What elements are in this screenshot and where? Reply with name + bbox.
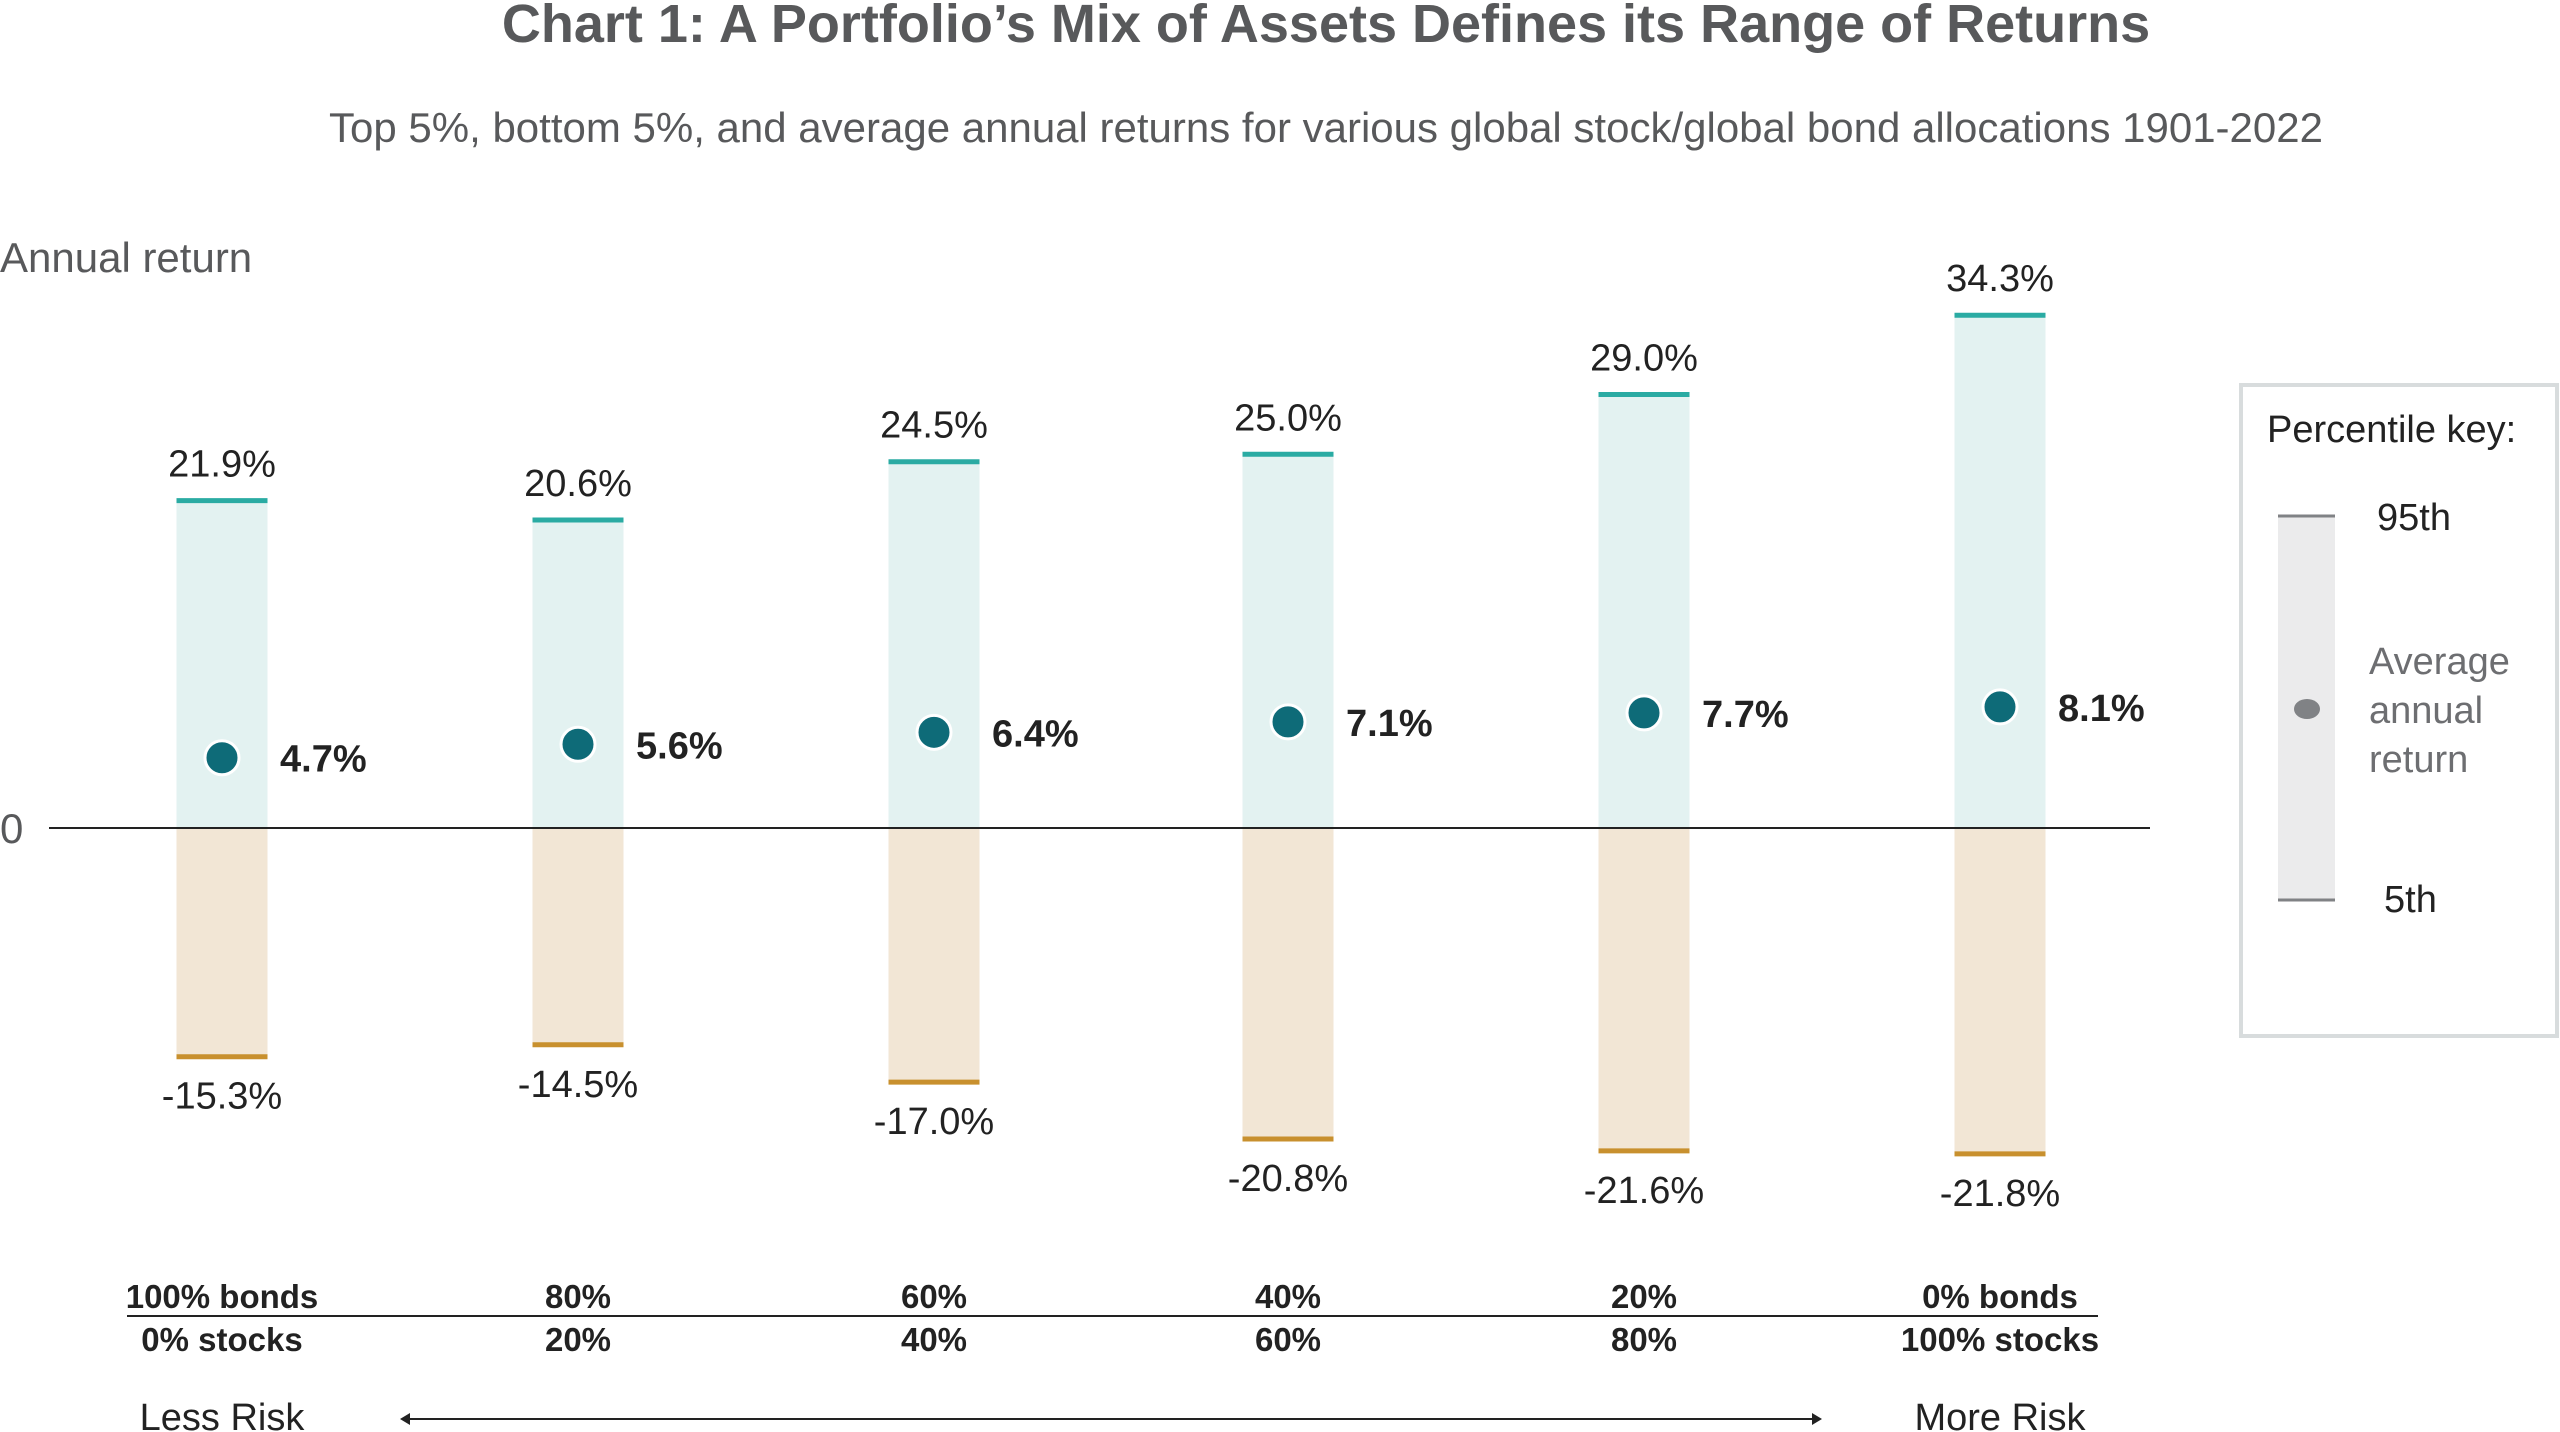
negative-range-bar [888,828,980,1083]
average-value-label: 7.7% [1702,694,1789,736]
top-value-label: 25.0% [1234,397,1342,439]
category-stocks-label: 60% [1255,1321,1321,1358]
positive-range-bar [1598,394,1690,828]
risk-arrow [400,1413,1822,1425]
bottom-value-label: -15.3% [162,1076,282,1118]
more-risk-label: More Risk [1914,1397,2086,1432]
bar-group-2: 24.5% -17.0% 6.4% [874,405,1079,1143]
y-axis-label: Annual return [0,234,252,281]
negative-range-bar [1954,828,2046,1154]
top-value-label: 20.6% [524,463,632,505]
negative-range-bar [532,828,624,1045]
category-bonds-label: 20% [1611,1278,1677,1315]
zero-label: 0 [0,805,23,852]
bar-group-1: 20.6% -14.5% 5.6% [518,463,723,1106]
less-risk-label: Less Risk [140,1397,306,1432]
category-bonds-label: 40% [1255,1278,1321,1315]
legend-5th: 5th [2384,879,2437,921]
chart-subtitle: Top 5%, bottom 5%, and average annual re… [329,104,2323,151]
average-dot [915,713,953,751]
legend-avg-1: Average [2369,641,2510,683]
category-bonds-label: 100% bonds [126,1278,319,1315]
positive-range-bar [888,461,980,828]
negative-range-bar [1598,828,1690,1151]
negative-range-bar [176,828,268,1057]
positive-range-bar [532,520,624,828]
category-bonds-label: 0% bonds [1922,1278,2078,1315]
average-value-label: 8.1% [2058,688,2145,730]
legend-95th: 95th [2377,497,2451,539]
category-bonds-label: 80% [545,1278,611,1315]
positive-range-bar [1242,454,1334,828]
positive-range-bar [176,500,268,828]
legend-avg-3: return [2369,739,2468,781]
legend: Percentile key: 95th Average annual retu… [2239,383,2559,1038]
top-value-label: 24.5% [880,405,988,447]
average-value-label: 7.1% [1346,703,1433,745]
average-dot [203,739,241,777]
negative-range-bar [1242,828,1334,1139]
top-value-label: 34.3% [1946,258,2054,300]
average-dot [559,725,597,763]
bar-group-4: 29.0% -21.6% 7.7% [1584,337,1789,1211]
category-stocks-label: 20% [545,1321,611,1358]
bars: 21.9% -15.3% 4.7% 20.6% -14.5% 5.6% 24.5% -17.0… [162,258,2145,1215]
bottom-value-label: -21.8% [1940,1173,2060,1215]
chart-title: Chart 1: A Portfolio’s Mix of Assets Def… [502,0,2150,54]
average-value-label: 4.7% [280,739,367,781]
bar-group-3: 25.0% -20.8% 7.1% [1228,397,1433,1200]
legend-avg-2: annual [2369,690,2483,732]
bottom-value-label: -14.5% [518,1064,638,1106]
average-dot [1625,694,1663,732]
bottom-value-label: -20.8% [1228,1158,1348,1200]
category-labels: 100% bonds 0% stocks 80% 20% 60% 40% 40% 60% 20%… [126,1278,2099,1358]
top-value-label: 21.9% [168,444,276,486]
category-stocks-label: 100% stocks [1901,1321,2099,1358]
positive-range-bar [1954,315,2046,829]
legend-dot [2294,699,2320,719]
bar-group-0: 21.9% -15.3% 4.7% [162,444,367,1118]
bar-group-5: 34.3% -21.8% 8.1% [1940,258,2145,1215]
average-value-label: 6.4% [992,713,1079,755]
category-bonds-label: 60% [901,1278,967,1315]
top-value-label: 29.0% [1590,337,1698,379]
legend-title: Percentile key: [2267,409,2516,451]
category-stocks-label: 0% stocks [141,1321,302,1358]
average-dot [1269,703,1307,741]
bottom-value-label: -17.0% [874,1101,994,1143]
category-stocks-label: 80% [1611,1321,1677,1358]
average-value-label: 5.6% [636,725,723,767]
average-dot [1981,688,2019,726]
category-stocks-label: 40% [901,1321,967,1358]
bottom-value-label: -21.6% [1584,1170,1704,1212]
